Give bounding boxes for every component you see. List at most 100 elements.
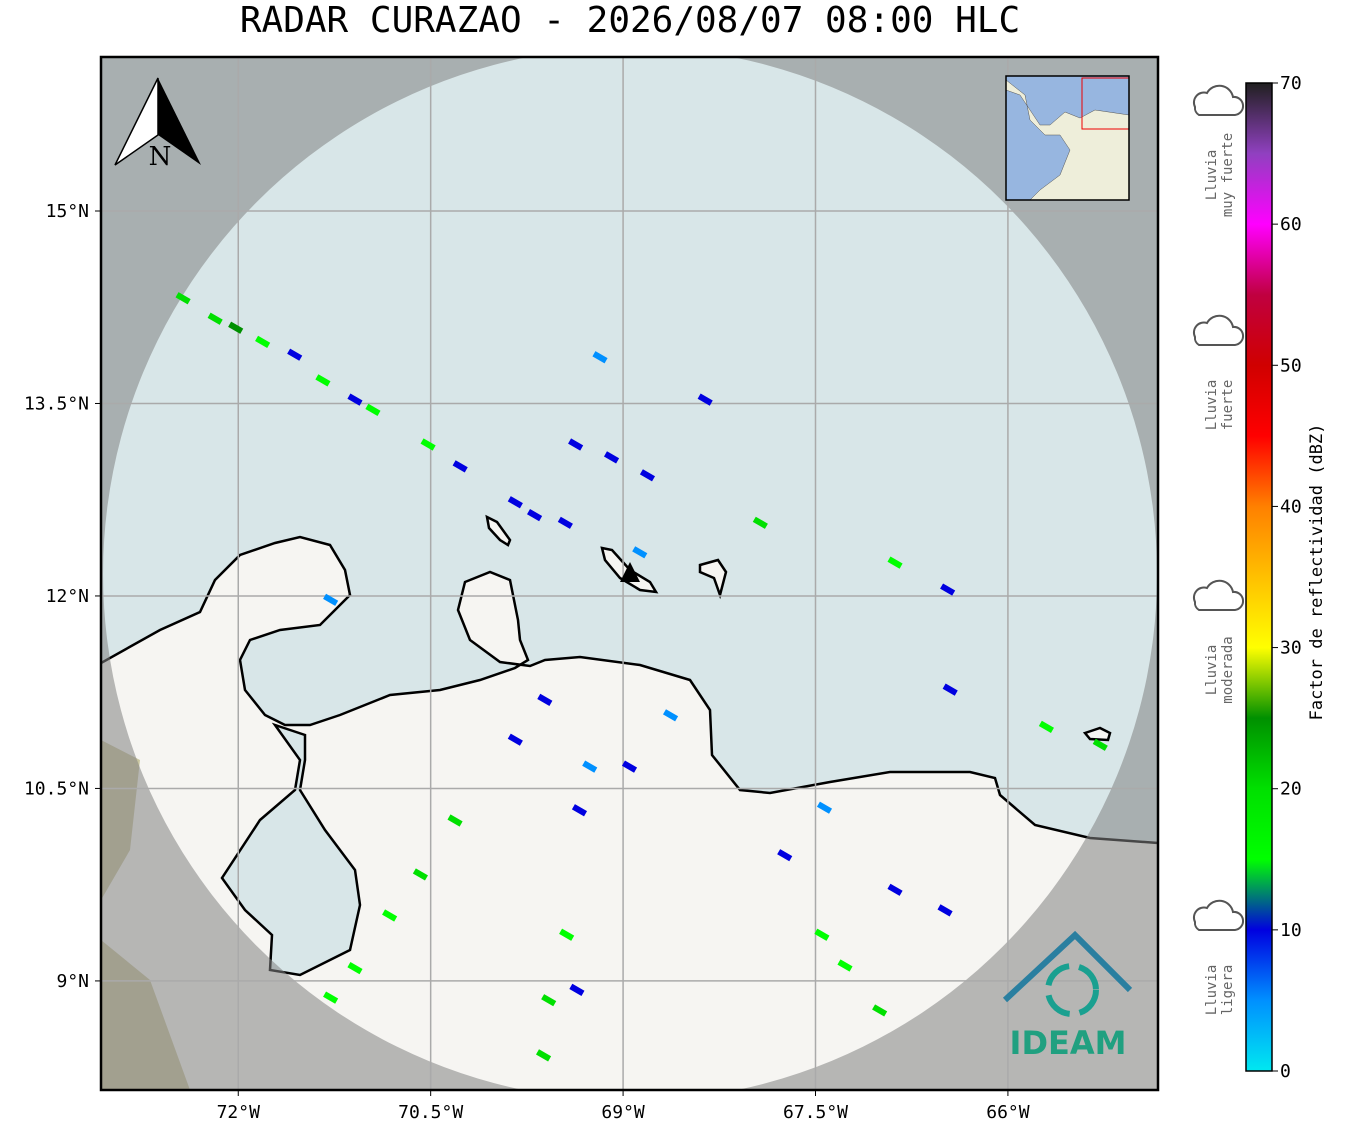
map-frame: [99, 55, 1160, 1092]
echo: [592, 351, 608, 364]
echo: [942, 683, 958, 696]
rain-label: Lluvia: [1204, 150, 1220, 201]
logo: IDEAM: [1002, 930, 1133, 1062]
map-area: [101, 57, 1158, 1090]
echo: [541, 994, 557, 1007]
rain-icon: [1192, 314, 1244, 346]
echo: [507, 733, 523, 746]
echo: [837, 959, 853, 972]
rain-label: fuerte: [1220, 380, 1236, 431]
north-arrow: N: [114, 77, 201, 172]
echo: [662, 709, 679, 722]
inset-map: [1005, 75, 1130, 201]
rain-icon: [1192, 899, 1244, 931]
echo: [412, 868, 428, 881]
grid: [101, 57, 1158, 1090]
echo: [207, 312, 223, 325]
colorbar-tick-label: 30: [1280, 638, 1302, 659]
title: RADAR CURAZAO - 2026/08/07 08:00 HLC: [240, 0, 1020, 41]
echo: [697, 393, 713, 406]
echo: [347, 961, 363, 975]
x-tick-label: 66°W: [986, 1102, 1030, 1123]
x-tick-label: 67.5°W: [783, 1102, 848, 1123]
echo: [228, 321, 244, 334]
echo: [621, 760, 638, 773]
colorbar: Factor de reflectividad (dBZ) 0 10 20 30 40 5…: [1245, 73, 1327, 1082]
y-tick-label: 9°N: [56, 971, 89, 992]
colorbar-tick-label: 0: [1280, 1061, 1291, 1082]
echo: [568, 438, 584, 451]
colorbar-tick-label: 20: [1280, 779, 1302, 800]
echo: [365, 403, 381, 416]
echo: [347, 393, 363, 406]
y-tick-label: 10.5°N: [24, 778, 89, 799]
echo: [507, 496, 523, 509]
rain-label: Lluvia: [1204, 965, 1220, 1016]
echo: [816, 801, 833, 814]
echo: [447, 814, 463, 827]
echo: [382, 909, 398, 922]
rain-icon: [1192, 579, 1244, 611]
logo-text: IDEAM: [1010, 1024, 1127, 1062]
echo: [582, 760, 598, 773]
y-tick-label: 12°N: [46, 586, 89, 607]
echo: [887, 883, 903, 896]
colorbar-tick-label: 70: [1280, 73, 1302, 94]
echo: [255, 335, 271, 348]
echo: [777, 849, 793, 862]
x-tick-label: 69°W: [601, 1102, 645, 1123]
colorbar-tick-label: 60: [1280, 214, 1302, 235]
echo: [527, 509, 543, 522]
rain-label: Lluvia: [1204, 645, 1220, 696]
echo: [814, 928, 830, 941]
rain-label: ligera: [1220, 965, 1236, 1016]
echo: [632, 546, 648, 559]
y-tick-label: 13.5°N: [24, 393, 89, 414]
echo: [1092, 738, 1108, 751]
echo: [940, 583, 956, 596]
inset-frame: [1005, 75, 1130, 201]
rain-icon: [1192, 84, 1244, 116]
colorbar-tick-label: 50: [1280, 355, 1302, 376]
echo: [452, 460, 468, 473]
echo: [315, 374, 331, 387]
rain-label: muy fuerte: [1220, 133, 1236, 217]
echo: [175, 292, 191, 305]
echo: [937, 904, 953, 917]
north-label: N: [149, 142, 172, 172]
colorbar-tick-label: 40: [1280, 496, 1302, 517]
colorbar-label: Factor de reflectividad (dBZ): [1307, 424, 1327, 721]
island-orchila: [1082, 726, 1112, 742]
logo-roof: [1002, 930, 1133, 1003]
echo: [752, 516, 768, 529]
echo: [323, 593, 339, 606]
coastline: [101, 535, 1158, 845]
radar-site: [620, 562, 640, 582]
island-aruba: [485, 514, 512, 547]
rain-label: moderada: [1220, 636, 1236, 703]
colorbar-ramp: [1245, 82, 1273, 1072]
x-tick-label: 70.5°W: [398, 1102, 463, 1123]
lake-maracaibo: [220, 722, 362, 977]
rain-label: Lluvia: [1204, 380, 1220, 431]
land: [101, 537, 1158, 1090]
echo: [571, 804, 588, 817]
colorbar-tick-label: 10: [1280, 920, 1302, 941]
y-tick-label: 15°N: [46, 201, 89, 222]
arrow-dark: [158, 78, 201, 165]
logo-swirl: [1045, 963, 1099, 1017]
echo: [872, 1004, 888, 1017]
echo: [557, 516, 573, 529]
echo: [420, 438, 436, 451]
echo: [537, 693, 553, 706]
echo: [639, 469, 656, 482]
echo: [569, 983, 585, 997]
x-tick-label: 72°W: [217, 1102, 261, 1123]
echo: [1038, 720, 1054, 733]
echo: [323, 991, 339, 1004]
echo: [559, 928, 575, 941]
echo: [603, 451, 620, 464]
island-bonaire: [698, 558, 728, 600]
